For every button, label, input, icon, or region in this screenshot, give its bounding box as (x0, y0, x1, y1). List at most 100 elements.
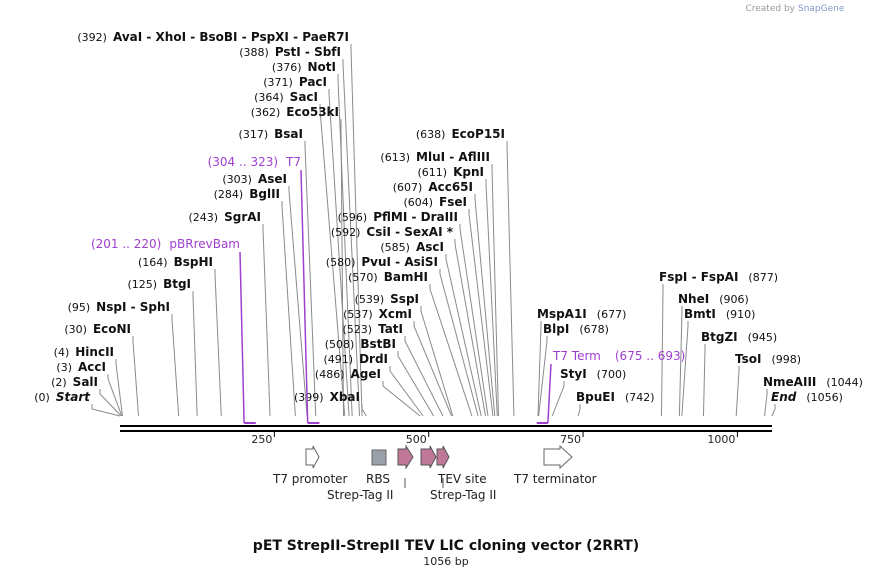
site-position: (376) (272, 61, 302, 74)
site-label[interactable]: (371) PacI (263, 75, 327, 89)
primer-label[interactable]: (201 .. 220) pBRrevBam (91, 237, 240, 251)
site-label[interactable]: BpuEI (742) (576, 390, 655, 404)
site-label[interactable]: (580) PvuI - AsiSI (326, 255, 438, 269)
site-leader-line (702, 344, 706, 417)
site-name: PflMI - DraIII (373, 210, 458, 224)
site-position: (700) (597, 368, 627, 381)
site-position: (164) (138, 256, 168, 269)
site-position: (613) (380, 151, 410, 164)
site-leader-line (361, 404, 367, 417)
site-name: NheI (678, 292, 709, 306)
site-label[interactable]: (362) Eco53kI (251, 105, 339, 119)
site-leader-line (389, 366, 424, 417)
site-label[interactable]: (486) AgeI (315, 367, 381, 381)
site-leader-line (445, 254, 482, 417)
site-leader-line (538, 336, 548, 417)
site-label[interactable]: (596) PflMI - DraIII (338, 210, 458, 224)
credit-prefix: Created by (745, 4, 795, 14)
site-label[interactable]: FspI - FspAI (877) (659, 270, 778, 284)
site-position: (742) (625, 391, 655, 404)
site-label[interactable]: (607) Acc65I (393, 180, 473, 194)
site-label[interactable]: (3) AccI (56, 360, 106, 374)
site-label[interactable]: (638) EcoP15I (416, 127, 505, 141)
sequence-backbone (120, 425, 772, 432)
site-label[interactable]: (125) BtgI (127, 277, 191, 291)
site-label[interactable]: End (1056) (771, 390, 843, 404)
primer-label[interactable]: T7 Term (675 .. 693) (552, 349, 685, 363)
site-leader-line (454, 239, 487, 417)
site-label[interactable]: (570) BamHI (348, 270, 428, 284)
site-position: (2) (51, 376, 67, 389)
site-leader-line (214, 269, 222, 417)
site-name: BmtI (684, 307, 716, 321)
site-label[interactable]: (613) MluI - AflIII (380, 150, 490, 164)
primer-label[interactable]: (304 .. 323) T7 (208, 155, 301, 169)
t7-promoter-arrow[interactable] (305, 445, 320, 469)
site-position: (95) (68, 301, 91, 314)
site-label[interactable]: (376) NotI (272, 60, 336, 74)
site-label[interactable]: (604) FseI (403, 195, 467, 209)
site-label[interactable]: (364) SacI (254, 90, 318, 104)
site-label[interactable]: BlpI (678) (543, 322, 609, 336)
site-position: (1056) (806, 391, 843, 404)
site-name: Start (56, 390, 91, 404)
site-name: NspI - SphI (96, 300, 170, 314)
site-label[interactable]: (317) BsaI (239, 127, 303, 141)
site-leader-line (115, 359, 123, 417)
tev-site-arrow[interactable] (420, 445, 437, 469)
site-label[interactable]: (2) SalI (51, 375, 98, 389)
site-label[interactable]: (585) AscI (380, 240, 444, 254)
snapgene-logo: SnapGene (798, 4, 845, 14)
site-leader-line (340, 119, 345, 417)
ruler-tick-label: 750 (560, 433, 581, 446)
site-name: MluI - AflIII (416, 150, 490, 164)
site-label[interactable]: (164) BspHI (138, 255, 213, 269)
site-name: FseI (439, 195, 467, 209)
site-position: (570) (348, 271, 378, 284)
site-position: (284) (214, 188, 244, 201)
site-name: DrdI (359, 352, 388, 366)
site-label[interactable]: (388) PstI - SbfI (239, 45, 341, 59)
site-label[interactable]: (592) CsiI - SexAI * (331, 225, 454, 239)
site-label[interactable]: MspA1I (677) (537, 307, 626, 321)
site-label[interactable]: (95) NspI - SphI (68, 300, 170, 314)
primer-leader (300, 169, 309, 424)
site-label[interactable]: (523) TatI (342, 322, 403, 336)
site-leader-line (319, 104, 346, 417)
site-label[interactable]: (491) DrdI (323, 352, 388, 366)
site-label[interactable]: (537) XcmI (343, 307, 412, 321)
site-label[interactable]: (284) BglII (214, 187, 280, 201)
site-label[interactable]: NheI (906) (678, 292, 749, 306)
site-label[interactable]: (243) SgrAI (189, 210, 262, 224)
site-name: TsoI (735, 352, 761, 366)
rbs-box[interactable] (371, 449, 387, 466)
site-position: (317) (239, 128, 269, 141)
site-label[interactable]: TsoI (998) (735, 352, 801, 366)
feature-labels: T7 promoter RBS Strep-Tag II TEV site St… (272, 472, 597, 502)
site-name: XbaI (330, 390, 360, 404)
strep-tag-ii-arrow-1[interactable] (397, 444, 414, 470)
strep-tag-ii-arrow-2[interactable] (436, 445, 450, 469)
site-label[interactable]: (4) HincII (54, 345, 114, 359)
site-position: (638) (416, 128, 446, 141)
site-leader-line (537, 321, 542, 417)
site-label[interactable]: StyI (700) (560, 367, 626, 381)
site-label[interactable]: (0) Start (34, 390, 91, 404)
site-label[interactable]: (303) AseI (222, 172, 287, 186)
site-label[interactable]: (399) XbaI (294, 390, 360, 404)
site-label[interactable]: (539) SspI (355, 292, 419, 306)
site-label[interactable]: BmtI (910) (684, 307, 755, 321)
site-label[interactable]: (508) BstBI (325, 337, 396, 351)
site-leader-line (132, 336, 140, 417)
site-label[interactable]: NmeAIII (1044) (763, 375, 863, 389)
site-leader-line (678, 306, 683, 417)
site-name: AccI (78, 360, 106, 374)
site-position: (910) (726, 308, 756, 321)
ruler-tick-label: 500 (406, 433, 427, 446)
site-label[interactable]: (392) AvaI - XhoI - BsoBI - PspXI - PaeR7… (77, 30, 349, 44)
site-label[interactable]: (30) EcoNI (64, 322, 131, 336)
site-position: (539) (355, 293, 385, 306)
t7-terminator-arrow[interactable] (543, 444, 573, 470)
site-label[interactable]: BtgZI (945) (701, 330, 777, 344)
site-label[interactable]: (611) KpnI (418, 165, 485, 179)
